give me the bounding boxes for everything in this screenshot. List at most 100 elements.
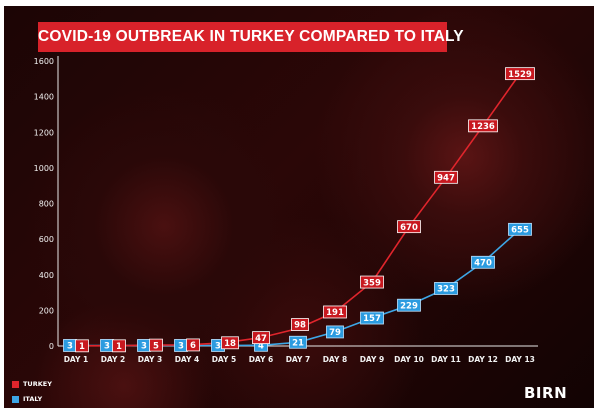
chart-title: COVID-19 OUTBREAK IN TURKEY COMPARED TO … <box>38 22 464 52</box>
data-label-box <box>326 325 344 339</box>
data-label-turkey: 98 <box>291 318 309 331</box>
x-tick-label: DAY 11 <box>431 355 461 364</box>
data-label-turkey: 18 <box>221 336 239 350</box>
data-label-text: 359 <box>363 278 381 288</box>
data-label-text: 947 <box>437 174 455 184</box>
data-label-italy: 157 <box>360 311 384 325</box>
data-label-text: 6 <box>190 341 196 351</box>
x-tick-label: DAY 3 <box>138 355 163 364</box>
chart-frame: COVID-19 OUTBREAK IN TURKEY COMPARED TO … <box>4 6 594 408</box>
data-label-text: 5 <box>153 341 159 351</box>
data-label-turkey: 359 <box>360 275 384 289</box>
data-label-text: 4 <box>258 341 264 351</box>
legend-swatch-italy <box>12 395 19 403</box>
data-label-box <box>112 339 126 353</box>
data-label-turkey: 6 <box>186 338 200 352</box>
axes <box>57 56 538 347</box>
legend-item-turkey: TURKEY <box>12 378 52 390</box>
data-labels: 3 3 3 3 3 4 21 79 157 229 323 470 655 1 1 5 6 18 47 98 191 35… <box>63 67 535 353</box>
data-label-box <box>434 170 458 184</box>
y-tick-label: 1600 <box>34 57 54 66</box>
y-tick-label: 600 <box>39 235 54 244</box>
data-label-text: 191 <box>326 308 344 318</box>
data-label-italy: 470 <box>471 255 495 269</box>
data-label-italy: 655 <box>508 222 532 236</box>
data-label-text: 3 <box>178 342 184 352</box>
x-tick-label: DAY 10 <box>394 355 424 364</box>
data-label-text: 3 <box>141 342 147 352</box>
y-tick-labels: 0 200 400 600 800 1000 1200 1400 1600 <box>34 57 54 351</box>
x-tick-label: DAY 13 <box>505 355 535 364</box>
data-label-box <box>360 275 384 289</box>
data-label-box <box>289 335 307 349</box>
data-label-text: 670 <box>400 223 418 233</box>
data-label-text: 79 <box>329 328 341 338</box>
x-tick-label: DAY 9 <box>360 355 385 364</box>
y-tick-label: 200 <box>39 306 54 315</box>
data-label-text: 1 <box>116 342 122 352</box>
legend-item-italy: ITALY <box>12 393 52 405</box>
data-label-box <box>323 305 347 319</box>
y-tick-label: 1200 <box>34 128 54 137</box>
data-label-box <box>221 336 239 350</box>
data-label-turkey: 1 <box>112 339 126 353</box>
data-label-box <box>291 318 309 331</box>
x-tick-label: DAY 8 <box>323 355 348 364</box>
data-label-box <box>149 338 163 352</box>
data-label-text: 47 <box>255 334 267 344</box>
x-tick-labels: DAY 1 DAY 2 DAY 3 DAY 4 DAY 5 DAY 6 DAY 7 DAY 8… <box>64 355 535 364</box>
data-label-italy: 21 <box>289 335 307 349</box>
data-label-text: 3 <box>67 342 73 352</box>
data-label-turkey: 1236 <box>468 119 498 133</box>
data-label-turkey: 5 <box>149 338 163 352</box>
data-label-text: 3 <box>104 342 110 352</box>
data-label-box <box>468 119 498 133</box>
x-tick-label: DAY 2 <box>101 355 126 364</box>
data-label-text: 229 <box>400 301 418 311</box>
x-tick-label: DAY 1 <box>64 355 89 364</box>
data-label-turkey: 670 <box>397 220 421 234</box>
y-tick-label: 1400 <box>34 93 54 102</box>
data-label-turkey: 47 <box>252 331 270 345</box>
data-label-text: 1236 <box>471 122 495 132</box>
data-label-turkey: 1 <box>75 339 89 353</box>
data-label-text: 1529 <box>508 70 532 80</box>
y-tick-label: 800 <box>39 200 54 209</box>
x-tick-label: DAY 7 <box>286 355 311 364</box>
x-tick-label: DAY 6 <box>249 355 274 364</box>
y-tick-label: 0 <box>49 342 54 351</box>
birn-logo: BIRN <box>524 384 568 402</box>
x-tick-label: DAY 12 <box>468 355 498 364</box>
data-label-box <box>434 282 458 295</box>
data-label-text: 18 <box>224 339 236 349</box>
data-label-turkey: 947 <box>434 170 458 184</box>
data-label-italy: 3 <box>100 339 114 352</box>
data-label-text: 3 <box>215 342 221 352</box>
data-label-box <box>252 331 270 345</box>
data-label-text: 98 <box>294 321 306 331</box>
series-line-turkey <box>76 73 521 347</box>
data-label-box <box>471 255 495 269</box>
y-tick-label: 400 <box>39 271 54 280</box>
x-tick-label: DAY 5 <box>212 355 237 364</box>
data-label-box <box>186 338 200 352</box>
data-label-turkey: 191 <box>323 305 347 319</box>
data-label-text: 1 <box>79 342 85 352</box>
data-label-box <box>360 311 384 325</box>
data-label-italy: 3 <box>63 339 77 352</box>
data-label-box <box>397 220 421 234</box>
data-label-italy: 3 <box>137 339 151 352</box>
data-label-text: 470 <box>474 258 492 268</box>
data-label-box <box>75 339 89 353</box>
legend-label-turkey: TURKEY <box>23 380 52 388</box>
legend-label-italy: ITALY <box>23 395 43 403</box>
data-label-text: 21 <box>292 338 304 348</box>
y-tick-label: 1000 <box>34 164 54 173</box>
data-label-text: 323 <box>437 285 455 295</box>
data-label-text: 655 <box>511 226 529 236</box>
series-lines <box>76 73 521 347</box>
data-label-italy: 79 <box>326 325 344 339</box>
data-label-box <box>505 67 535 81</box>
line-chart: 0 200 400 600 800 1000 1200 1400 1600 DAY 1 DAY 2… <box>34 56 538 364</box>
legend: TURKEY ITALY <box>12 378 52 408</box>
